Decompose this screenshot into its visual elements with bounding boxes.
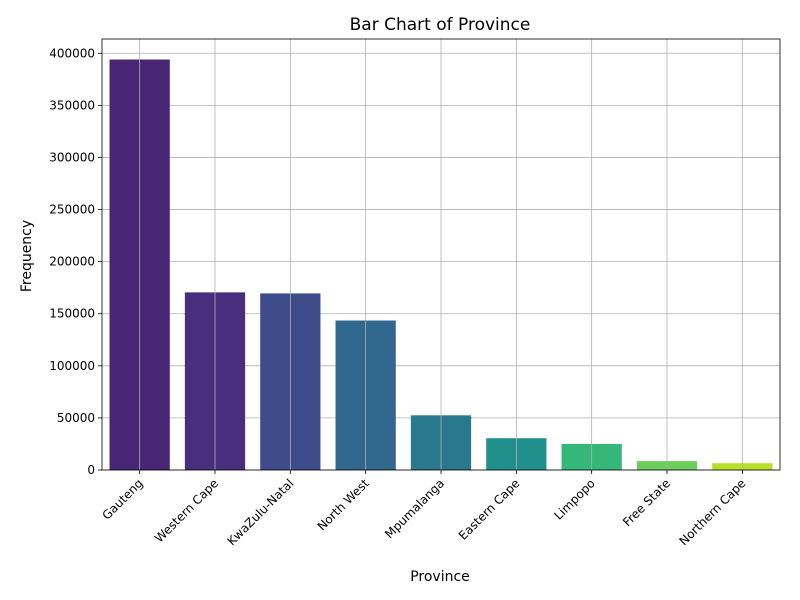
x-tick-label: Free State bbox=[620, 476, 673, 529]
x-tick-label: Mpumalanga bbox=[382, 476, 447, 541]
y-tick-label: 300000 bbox=[49, 150, 95, 164]
x-tick-label: North West bbox=[315, 476, 372, 533]
x-axis-ticks: Gauteng Western Cape KwaZulu-Natal North We… bbox=[99, 470, 748, 548]
x-tick-label: KwaZulu-Natal bbox=[224, 476, 296, 548]
y-tick-label: 100000 bbox=[49, 359, 95, 373]
x-tick-label: Western Cape bbox=[152, 476, 221, 545]
y-axis-label: Frequency bbox=[19, 220, 35, 292]
x-tick-label: Eastern Cape bbox=[456, 476, 523, 543]
x-tick-label: Gauteng bbox=[99, 476, 145, 522]
y-tick-label: 250000 bbox=[49, 203, 95, 217]
vertical-grid-layer bbox=[139, 39, 743, 470]
y-tick-label: 400000 bbox=[49, 46, 95, 60]
y-tick-label: 150000 bbox=[49, 307, 95, 321]
chart-title: Bar Chart of Province bbox=[350, 15, 531, 35]
y-tick-label: 200000 bbox=[49, 255, 95, 269]
x-tick-label: Limpopo bbox=[551, 476, 597, 522]
y-axis-ticks: 0 50000 100000 150000 200000 250000 300000 3500… bbox=[49, 46, 102, 477]
y-tick-label: 350000 bbox=[49, 98, 95, 112]
x-tick-label: Northern Cape bbox=[676, 476, 748, 548]
x-axis-label: Province bbox=[410, 569, 470, 585]
y-tick-label: 50000 bbox=[57, 411, 95, 425]
y-tick-label: 0 bbox=[87, 463, 95, 477]
